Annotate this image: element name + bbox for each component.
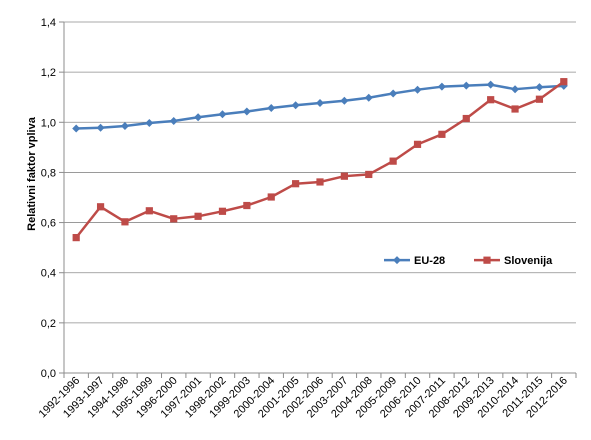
y-tick-label: 0,6 xyxy=(41,218,56,230)
grid-lines xyxy=(64,21,576,324)
data-point xyxy=(120,122,129,131)
x-tick-labels: 1992-19961993-19971994-19981995-19991996… xyxy=(37,375,570,421)
y-tick-label: 1,4 xyxy=(41,17,56,29)
data-point xyxy=(340,96,349,105)
data-point xyxy=(364,93,373,102)
data-point xyxy=(72,234,80,242)
data-point xyxy=(292,180,300,188)
data-point xyxy=(487,96,495,104)
data-point xyxy=(169,117,178,126)
data-point xyxy=(291,101,300,110)
data-point xyxy=(365,170,373,179)
data-point xyxy=(535,83,544,92)
legend-label: Slovenija xyxy=(504,255,553,267)
legend-marker xyxy=(393,256,401,265)
y-tick-label: 0,8 xyxy=(41,167,56,179)
y-tick-labels: 0,0 0,2 0,4 0,6 0,8 1,0 1,2 1,4 xyxy=(41,17,56,380)
data-point xyxy=(413,85,422,94)
data-point xyxy=(145,119,154,128)
data-point xyxy=(194,212,202,220)
data-point xyxy=(316,98,324,107)
legend-marker xyxy=(483,256,491,264)
data-point xyxy=(438,130,446,138)
data-point xyxy=(437,82,446,91)
data-point xyxy=(486,80,495,89)
y-tick-label: 1,0 xyxy=(41,117,56,129)
data-point xyxy=(389,157,397,165)
data-point xyxy=(218,207,227,215)
y-tick-label: 0,4 xyxy=(41,268,56,280)
data-point xyxy=(267,103,276,112)
legend-label: EU-28 xyxy=(414,255,445,267)
data-point xyxy=(535,95,544,103)
y-tick-label: 1,2 xyxy=(41,67,56,79)
axes xyxy=(59,21,577,378)
data-point xyxy=(316,178,324,186)
series-group xyxy=(72,78,568,242)
data-point xyxy=(218,110,227,119)
data-point xyxy=(511,85,520,94)
data-point xyxy=(242,107,251,116)
data-point xyxy=(389,89,398,98)
data-point xyxy=(560,78,568,86)
data-point xyxy=(511,105,519,113)
data-point xyxy=(413,140,422,148)
data-point xyxy=(170,215,178,223)
data-point xyxy=(243,201,251,210)
data-point xyxy=(462,114,470,123)
data-point xyxy=(121,218,129,226)
data-point xyxy=(340,172,348,180)
data-point xyxy=(96,123,105,132)
data-point xyxy=(462,81,471,90)
data-point xyxy=(145,207,153,215)
data-point xyxy=(194,113,203,122)
y-tick-label: 0,2 xyxy=(41,318,56,330)
data-point xyxy=(267,193,275,201)
legend: EU-28 Slovenija xyxy=(384,255,553,267)
y-tick-label: 0,0 xyxy=(41,368,56,380)
data-point xyxy=(72,124,81,133)
data-point xyxy=(96,203,105,211)
y-axis-label: Relativni faktor vpliva xyxy=(26,116,38,231)
